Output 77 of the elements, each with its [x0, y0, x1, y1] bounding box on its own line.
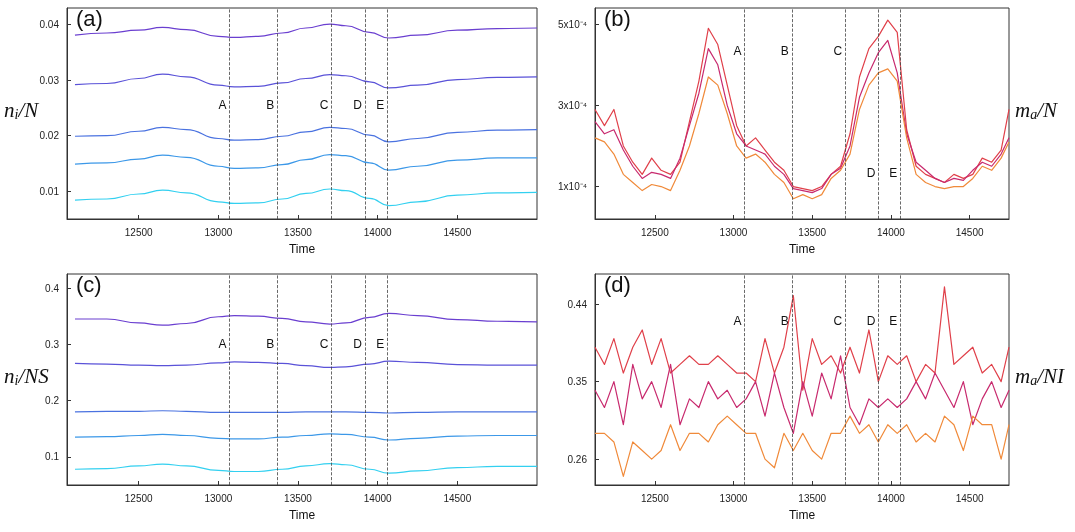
x-axis-title: Time — [788, 242, 816, 256]
chart-title: (d) — [604, 271, 631, 297]
x-tick-label: 14500 — [443, 226, 472, 238]
line-series — [594, 68, 1010, 200]
annotation: B — [266, 98, 275, 113]
annotation: D — [353, 336, 363, 351]
annotation: E — [376, 98, 385, 113]
annotation: D — [353, 98, 363, 113]
x-tick-label: 14500 — [955, 226, 984, 238]
x-tick-label: 13500 — [284, 226, 313, 238]
x-tick-label: 13500 — [798, 226, 827, 238]
annotation: E — [889, 314, 898, 329]
x-axis-title: Time — [288, 242, 316, 256]
y-tick-label: 0.3 — [45, 338, 60, 350]
line-series — [74, 126, 538, 143]
x-tick-label: 14000 — [877, 226, 906, 238]
y-tick-label: 0.01 — [39, 185, 60, 197]
line-series — [594, 415, 1010, 477]
annotation: B — [780, 314, 789, 329]
annotation: B — [780, 44, 789, 59]
x-tick-label: 12500 — [640, 492, 670, 504]
annotation: C — [319, 98, 329, 113]
x-tick-label: 13000 — [204, 226, 233, 238]
annotation: C — [319, 336, 329, 351]
y-axis-title: ma/N — [1015, 98, 1058, 122]
annotation: D — [866, 314, 876, 329]
line-series — [74, 73, 538, 89]
x-tick-label: 13500 — [798, 492, 827, 504]
x-axis-title: Time — [788, 508, 816, 522]
x-axis-title: Time — [288, 508, 316, 522]
y-tick-label: 0.35 — [567, 376, 588, 388]
annotation: A — [218, 98, 227, 113]
y-tick-label: 0.04 — [39, 19, 60, 31]
line-series — [74, 463, 538, 474]
x-tick-label: 12500 — [124, 492, 154, 504]
x-tick-label: 13500 — [284, 492, 313, 504]
annotation: D — [866, 165, 876, 180]
annotation: C — [833, 44, 843, 59]
y-axis-title: ma/NI — [1015, 364, 1066, 388]
line-series — [74, 433, 538, 441]
x-tick-label: 13000 — [204, 492, 233, 504]
x-tick-label: 14000 — [877, 492, 906, 504]
y-tick-label: 0.26 — [567, 453, 588, 465]
annotation: A — [218, 336, 227, 351]
y-tick-label: 0.1 — [45, 451, 60, 463]
x-tick-label: 12500 — [124, 226, 154, 238]
line-series — [74, 153, 538, 171]
line-series — [74, 188, 538, 207]
x-tick-label: 14000 — [363, 226, 393, 238]
annotation: C — [833, 314, 843, 329]
y-tick-label: 0.2 — [45, 395, 60, 407]
y-tick-label: 1x10⁻⁴ — [558, 181, 587, 193]
x-tick-label: 13000 — [719, 492, 748, 504]
y-tick-label: 5x10⁻⁴ — [558, 18, 587, 30]
chart-title: (b) — [604, 5, 631, 31]
chart-title: (a) — [76, 5, 103, 31]
x-tick-label: 14500 — [443, 492, 472, 504]
y-tick-label: 0.03 — [39, 74, 60, 86]
y-tick-label: 0.44 — [567, 298, 588, 310]
annotation: A — [733, 314, 742, 329]
x-tick-label: 14000 — [363, 492, 393, 504]
y-tick-label: 3x10⁻⁴ — [558, 99, 587, 111]
x-tick-label: 13000 — [719, 226, 748, 238]
annotation: A — [733, 44, 742, 59]
annotation: E — [889, 165, 898, 180]
y-axis-title: ni/N — [4, 98, 40, 122]
line-series — [74, 312, 538, 326]
y-axis-title: ni/NS — [4, 364, 50, 388]
y-tick-label: 0.4 — [45, 282, 60, 294]
y-tick-label: 0.02 — [39, 130, 60, 142]
line-series — [74, 360, 538, 368]
line-series — [594, 355, 1010, 434]
annotation: B — [266, 336, 275, 351]
chart-title: (c) — [76, 271, 102, 297]
x-tick-label: 12500 — [640, 226, 670, 238]
x-tick-label: 14500 — [955, 492, 984, 504]
annotation: E — [376, 336, 385, 351]
